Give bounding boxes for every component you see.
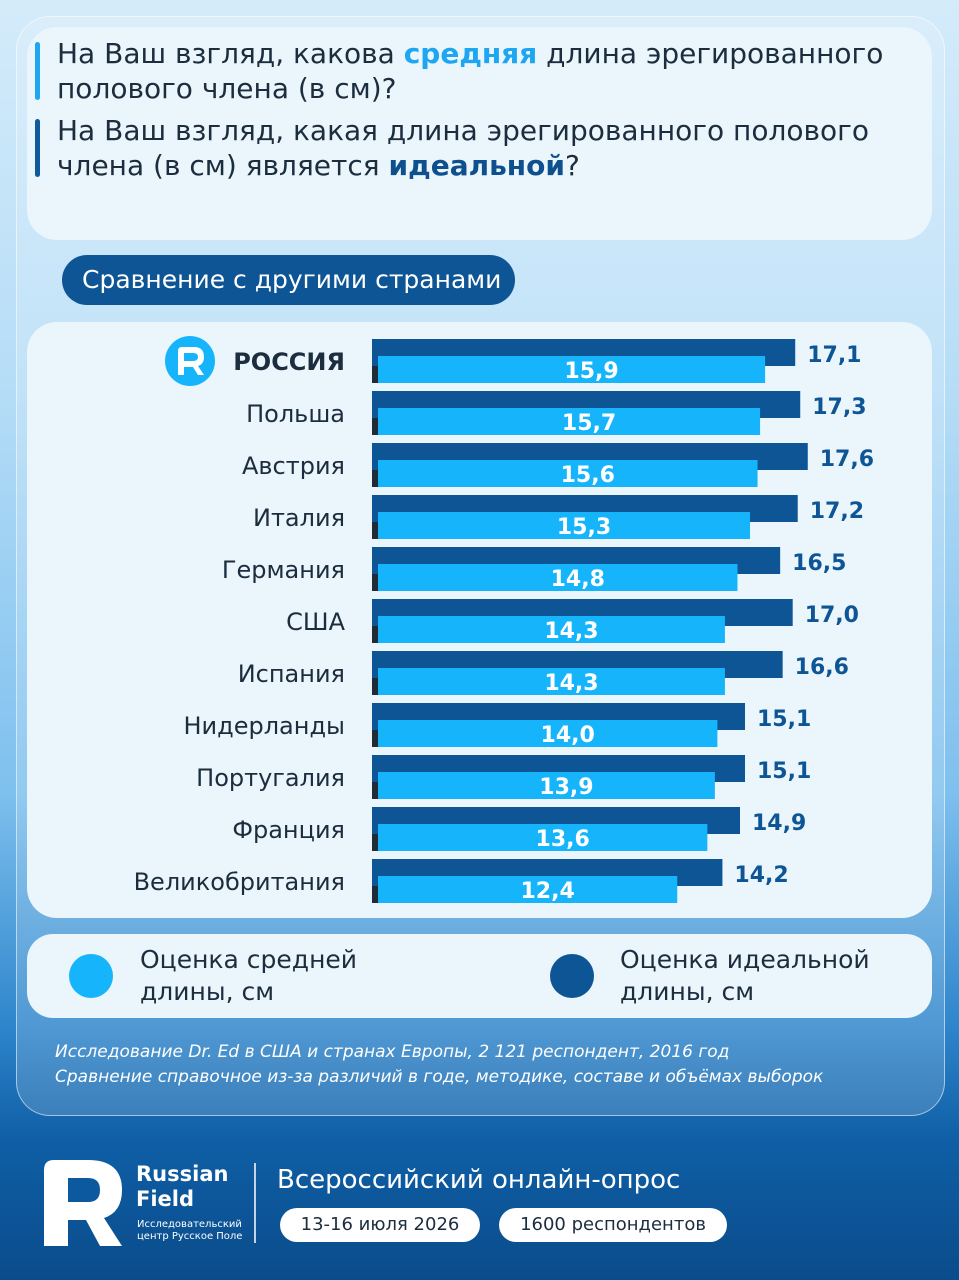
- question-ideal-pre: На Ваш взгляд, какая длина эрегированног…: [57, 114, 869, 182]
- bar-average: [378, 460, 758, 487]
- question-ideal: На Ваш взгляд, какая длина эрегированног…: [35, 113, 887, 183]
- bar-average: [378, 668, 725, 695]
- chart-card: 17,1 15,9 РОССИЯ 17,3 15,7 Польша 17,6 15,6 Авст…: [27, 322, 932, 918]
- bar-average: [378, 772, 715, 799]
- legend-average-dot: [69, 954, 113, 998]
- data-label-ideal: 17,0: [805, 603, 859, 628]
- question-average-marker: [35, 42, 40, 100]
- question-average-pre: На Ваш взгляд, какова: [57, 37, 404, 70]
- legend-average-label: Оценка средней длины, см: [140, 945, 358, 1006]
- bar-chart: 17,1 15,9 РОССИЯ 17,3 15,7 Польша 17,6 15,6 Авст…: [134, 336, 874, 904]
- data-label-average: 14,3: [544, 619, 598, 644]
- brand-subtitle: Исследовательский центр Русское Поле: [137, 1219, 243, 1242]
- tick-label: Австрия: [242, 452, 345, 480]
- bar-average: [378, 564, 738, 591]
- russian-field-logo-icon: [44, 1160, 122, 1246]
- bar-average: [378, 824, 708, 851]
- brand-line-2: Field: [136, 1187, 195, 1211]
- survey-date-badge: 13-16 июля 2026: [280, 1208, 480, 1242]
- data-label-ideal: 17,3: [812, 395, 866, 420]
- tick-label: Португалия: [196, 764, 345, 792]
- bar-average: [378, 720, 718, 747]
- question-average: На Ваш взгляд, какова средняя длина эрег…: [35, 36, 887, 106]
- tick-label: США: [286, 608, 345, 636]
- country-logo-glyph: [178, 347, 204, 375]
- section-title: Сравнение с другими странами: [62, 255, 515, 305]
- data-label-average: 13,6: [536, 827, 590, 852]
- question-average-highlight: средняя: [403, 37, 538, 70]
- data-label-average: 15,3: [557, 515, 611, 540]
- data-label-ideal: 16,5: [792, 551, 846, 576]
- question-average-post: длина эрегированного полового члена (в с…: [57, 37, 884, 105]
- respondents-badge: 1600 респондентов: [499, 1208, 727, 1242]
- survey-title: Всероссийский онлайн-опрос: [277, 1165, 681, 1195]
- data-label-average: 15,7: [562, 411, 616, 436]
- tick-label: Германия: [222, 556, 345, 584]
- tick-label: Великобритания: [134, 868, 345, 896]
- footnote: Исследование Dr. Ed в США и странах Евро…: [55, 1040, 925, 1090]
- legend-ideal-label: Оценка идеальной длины, см: [620, 945, 870, 1006]
- data-label-ideal: 15,1: [757, 707, 811, 732]
- data-label-ideal: 15,1: [757, 759, 811, 784]
- footnote-line-1: Исследование Dr. Ed в США и странах Евро…: [55, 1042, 730, 1062]
- tick-label: Нидерланды: [183, 712, 345, 740]
- data-label-average: 15,6: [561, 463, 615, 488]
- data-label-average: 12,4: [520, 879, 574, 904]
- bar-average: [378, 876, 678, 903]
- bar-average: [378, 616, 725, 643]
- bar-average: [378, 512, 751, 539]
- question-card: [27, 27, 932, 240]
- data-label-average: 14,8: [551, 567, 605, 592]
- data-label-average: 14,3: [544, 671, 598, 696]
- tick-label: Италия: [253, 504, 345, 532]
- data-label-average: 14,0: [541, 723, 595, 748]
- data-label-ideal: 14,2: [734, 863, 788, 888]
- legend-ideal-dot: [550, 954, 594, 998]
- tick-label: Польша: [246, 400, 345, 428]
- bar-average: [378, 408, 761, 435]
- footer-divider: [254, 1163, 256, 1243]
- data-label-ideal: 16,6: [795, 655, 849, 680]
- data-label-ideal: 17,1: [807, 343, 861, 368]
- tick-label: Франция: [232, 816, 345, 844]
- brand-line-1: Russian: [136, 1162, 229, 1186]
- question-ideal-post: ?: [565, 149, 580, 182]
- data-label-average: 13,9: [539, 775, 593, 800]
- tick-label: РОССИЯ: [233, 348, 345, 376]
- legend: Оценка средней длины, см Оценка идеально…: [27, 934, 932, 1018]
- bar-average: [378, 356, 766, 383]
- question-ideal-marker: [35, 119, 40, 177]
- data-label-average: 15,9: [564, 359, 618, 384]
- question-ideal-highlight: идеальной: [388, 149, 565, 182]
- data-label-ideal: 17,6: [820, 447, 874, 472]
- data-label-ideal: 17,2: [810, 499, 864, 524]
- footnote-line-2: Сравнение справочное из-за различий в го…: [55, 1067, 824, 1087]
- brand-name: Russian Field: [136, 1162, 228, 1212]
- tick-label: Испания: [238, 660, 345, 688]
- data-label-ideal: 14,9: [752, 811, 806, 836]
